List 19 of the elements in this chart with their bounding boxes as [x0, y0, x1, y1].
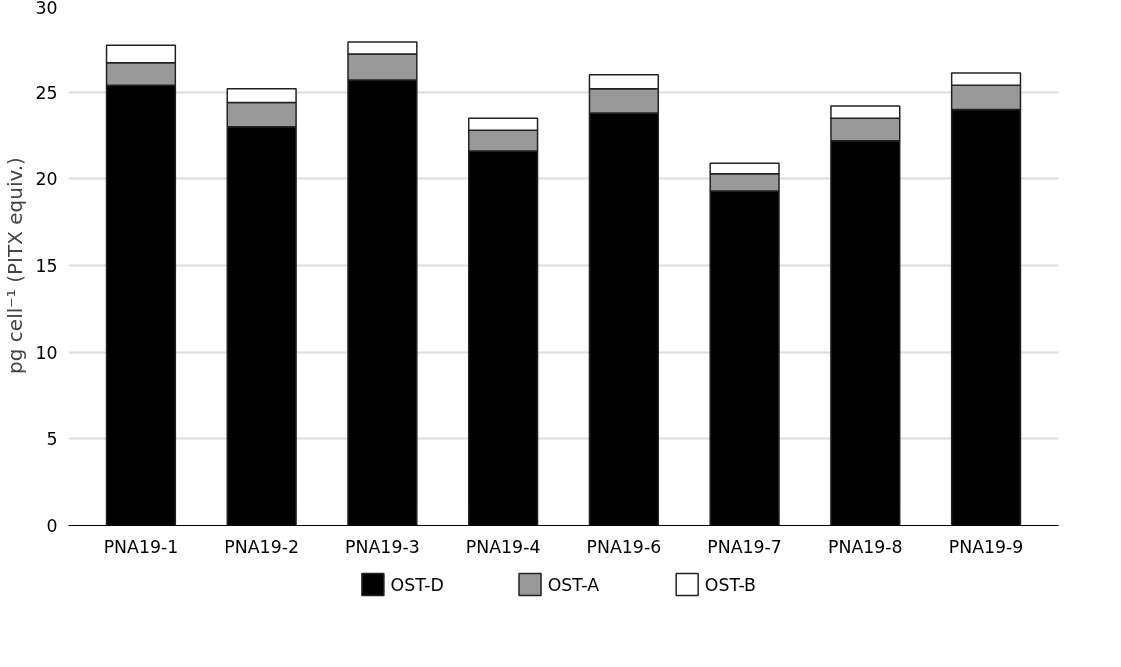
y-tick-label: 0: [46, 516, 58, 536]
y-tick-label: 10: [35, 342, 58, 363]
x-tick-label: PNA19-8: [828, 536, 903, 557]
legend-label: OST-B: [704, 574, 756, 595]
y-tick-label: 25: [35, 82, 58, 103]
x-tick-label: PNA19-2: [224, 536, 299, 557]
y-tick-label: 20: [35, 169, 58, 190]
x-tick-label: PNA19-1: [103, 536, 179, 557]
legend-label: OST-D: [390, 574, 444, 595]
y-tick-label: 5: [46, 429, 58, 450]
y-tick-label: 15: [35, 256, 58, 276]
y-tick-label: 30: [35, 0, 58, 18]
x-tick-label: PNA19-6: [586, 536, 662, 557]
legend-label: OST-A: [547, 574, 600, 595]
x-tick-label: PNA19-7: [707, 536, 782, 557]
x-tick-label: PNA19-4: [465, 536, 541, 557]
x-tick-label: PNA19-3: [345, 536, 420, 557]
y-axis-title: pg cell⁻¹ (PITX equiv.): [3, 157, 28, 374]
x-tick-label: PNA19-9: [948, 536, 1024, 557]
